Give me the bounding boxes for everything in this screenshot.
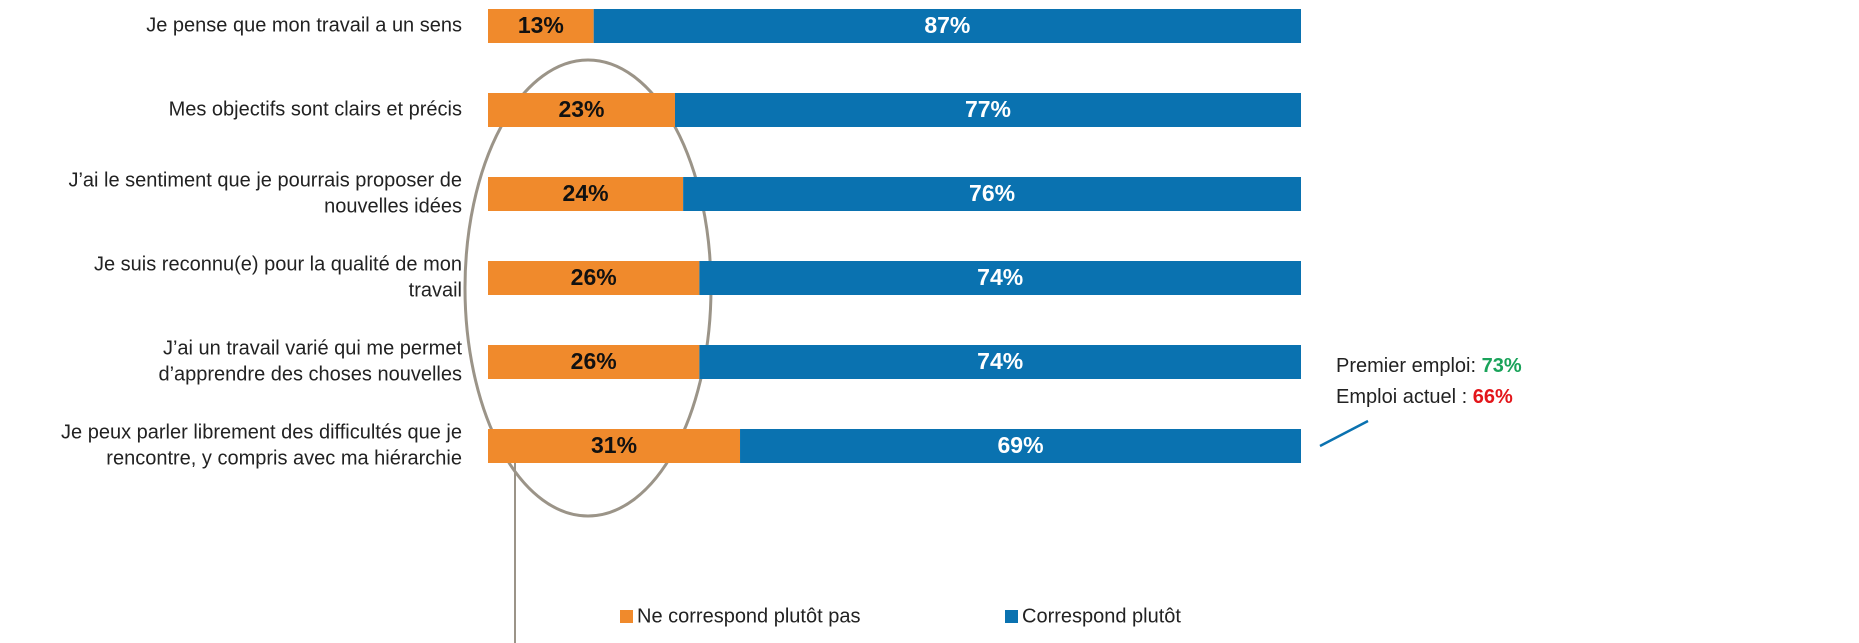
bar-segment xyxy=(740,429,1301,463)
legend-swatch xyxy=(1005,610,1018,623)
category-label: J’ai un travail varié qui me permet xyxy=(163,337,462,359)
bar-segment xyxy=(488,9,594,43)
value-label: 26% xyxy=(571,348,617,374)
bar-segment xyxy=(488,261,700,295)
value-label: 87% xyxy=(924,12,970,38)
value-label: 24% xyxy=(563,180,609,206)
bar-segment xyxy=(699,261,1301,295)
value-label: 23% xyxy=(558,96,604,122)
category-label: d’apprendre des choses nouvelles xyxy=(158,363,462,385)
annotation-text: Emploi actuel : xyxy=(1336,386,1473,408)
category-label: Je peux parler librement des difficultés… xyxy=(61,421,462,443)
annotation-pointer xyxy=(1319,419,1369,448)
value-label: 69% xyxy=(997,432,1043,458)
value-label: 77% xyxy=(965,96,1011,122)
category-label: travail xyxy=(409,279,462,301)
bar-segment xyxy=(488,177,684,211)
category-label: Je pense que mon travail a un sens xyxy=(146,14,462,36)
legend-label: Ne correspond plutôt pas xyxy=(637,605,860,627)
annotation-value: 73% xyxy=(1482,355,1522,377)
category-label: Je suis reconnu(e) pour la qualité de mo… xyxy=(94,253,462,275)
value-label: 74% xyxy=(977,264,1023,290)
bar-segment xyxy=(488,345,700,379)
bar-segment xyxy=(699,345,1301,379)
annotation-text: Premier emploi: xyxy=(1336,355,1482,377)
category-label: rencontre, y compris avec ma hiérarchie xyxy=(106,447,462,469)
annotation: Premier emploi: 73% xyxy=(1336,355,1522,377)
value-label: 13% xyxy=(518,12,564,38)
value-label: 31% xyxy=(591,432,637,458)
category-label: J’ai le sentiment que je pourrais propos… xyxy=(68,169,462,191)
value-label: 74% xyxy=(977,348,1023,374)
bar-segment xyxy=(593,9,1301,43)
category-label: Mes objectifs sont clairs et précis xyxy=(169,98,462,120)
legend-label: Correspond plutôt xyxy=(1022,605,1181,627)
bar-segment xyxy=(488,429,741,463)
value-label: 26% xyxy=(571,264,617,290)
bar-segment xyxy=(683,177,1301,211)
legend-swatch xyxy=(620,610,633,623)
annotation-value: 66% xyxy=(1473,386,1513,408)
category-label: nouvelles idées xyxy=(324,195,462,217)
value-label: 76% xyxy=(969,180,1015,206)
annotation: Emploi actuel : 66% xyxy=(1336,386,1513,408)
bar-segment xyxy=(674,93,1301,127)
bar-segment xyxy=(488,93,675,127)
